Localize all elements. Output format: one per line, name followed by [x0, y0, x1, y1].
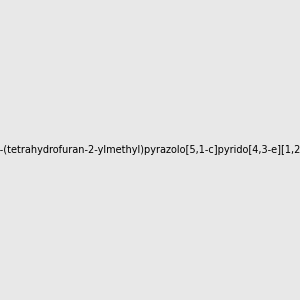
Text: 3-(4-fluorophenyl)-7-(tetrahydrofuran-2-ylmethyl)pyrazolo[5,1-c]pyrido[4,3-e][1,: 3-(4-fluorophenyl)-7-(tetrahydrofuran-2-…: [0, 145, 300, 155]
